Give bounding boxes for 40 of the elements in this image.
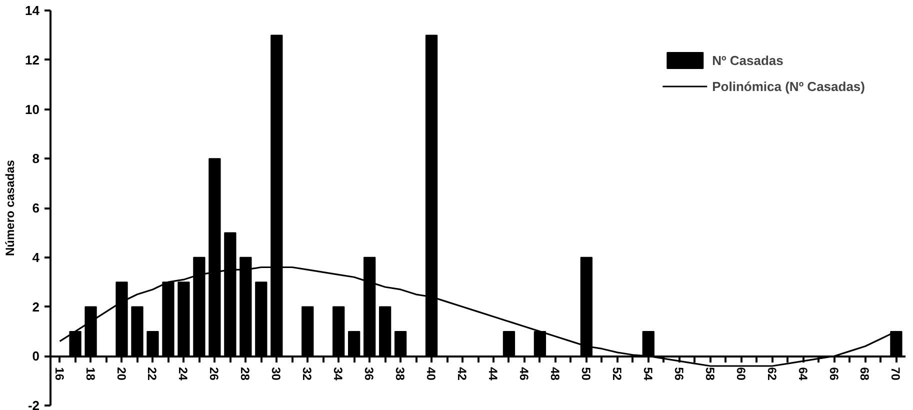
y-tick-label: 14 <box>25 3 40 18</box>
x-tick-label: 18 <box>83 367 98 381</box>
x-tick-label: 28 <box>238 367 252 381</box>
x-tick-label: 26 <box>207 367 222 381</box>
x-tick-label: 46 <box>516 367 531 381</box>
x-tick-label: 48 <box>548 367 562 381</box>
y-tick-label: -2 <box>28 398 40 410</box>
legend-label: Nº Casadas <box>712 52 784 68</box>
y-tick-label: 2 <box>32 299 40 314</box>
x-tick-label: 32 <box>300 367 314 381</box>
x-tick-label: 44 <box>486 367 500 381</box>
x-tick-label: 16 <box>52 367 66 381</box>
x-tick-label: 64 <box>796 367 810 381</box>
x-tick-label: 34 <box>331 367 346 381</box>
y-tick-label: 0 <box>32 348 40 364</box>
x-tick-label: 62 <box>764 367 779 381</box>
x-tick-label: 56 <box>672 367 686 381</box>
x-tick-label: 50 <box>578 367 593 381</box>
x-tick-label: 20 <box>114 367 128 381</box>
x-tick-label: 52 <box>610 367 624 381</box>
x-tick-label: 24 <box>176 367 190 381</box>
x-tick-label: 60 <box>734 367 748 381</box>
x-tick-label: 58 <box>702 367 717 381</box>
x-tick-label: 54 <box>640 367 655 381</box>
legend-label: Polinómica (Nº Casadas) <box>712 78 865 94</box>
x-tick-label: 22 <box>145 367 160 381</box>
x-tick-label: 68 <box>858 367 872 381</box>
y-axis-title: Número casadas <box>3 160 18 256</box>
x-tick-label: 66 <box>826 367 841 381</box>
y-tick-label: 8 <box>32 151 40 166</box>
x-tick-label: 38 <box>393 367 408 381</box>
y-tick-label: 4 <box>32 250 40 265</box>
x-tick-label: 40 <box>424 367 438 381</box>
y-tick-label: 6 <box>32 200 40 216</box>
x-tick-label: 42 <box>455 367 470 381</box>
y-tick-label: 12 <box>25 52 40 68</box>
y-tick-label: 10 <box>25 102 40 117</box>
x-tick-label: 36 <box>362 367 376 381</box>
x-tick-label: 70 <box>888 367 903 381</box>
x-tick-label: 30 <box>269 367 284 381</box>
